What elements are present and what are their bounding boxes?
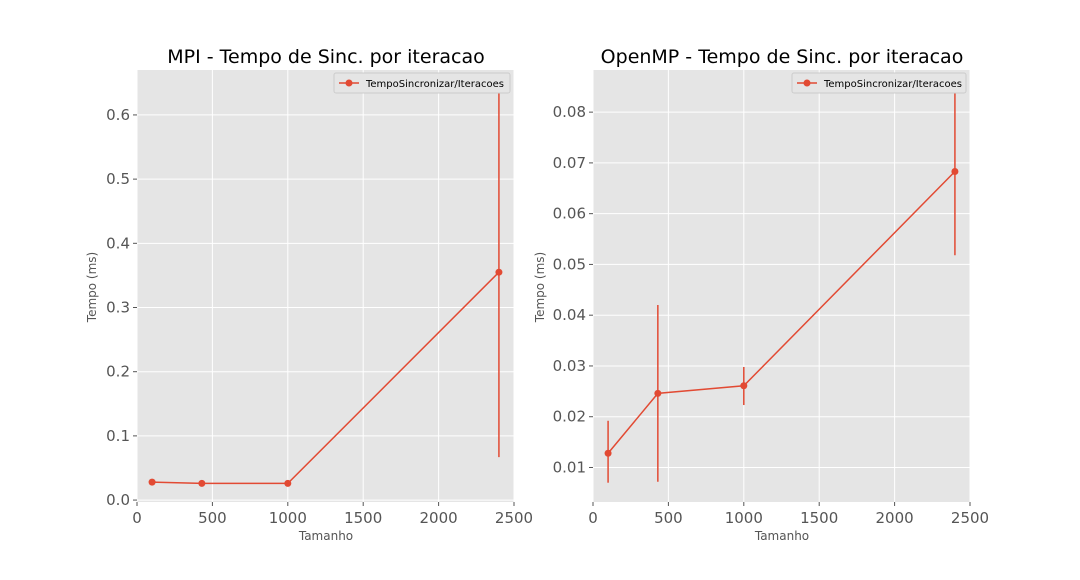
- axis-ticks: 0 500 1000 1500 2000 2500 0.0 0.1 0.2 0.3 0.4 0.5 0.…: [106, 106, 533, 527]
- data-point: [284, 479, 292, 487]
- legend-box: [333, 72, 511, 94]
- x-axis-label: Tamanho: [298, 529, 353, 543]
- grid: [136, 70, 515, 502]
- y-tick-label: 0.07: [553, 154, 586, 172]
- data-point: [148, 478, 156, 486]
- x-tick-label: 0: [132, 509, 142, 527]
- series: [148, 89, 503, 487]
- x-tick-label: 2000: [876, 509, 914, 527]
- y-axis-label: Tempo (ms): [85, 252, 99, 323]
- series-line: [607, 171, 956, 454]
- y-tick-label: 0.03: [553, 357, 586, 375]
- y-axis-label: Tempo (ms): [533, 252, 547, 323]
- x-tick-label: 1500: [800, 509, 838, 527]
- x-axis-label: Tamanho: [754, 529, 809, 543]
- y-tick-label: 0.04: [553, 306, 586, 324]
- openmp-chart: OpenMP - Tempo de Sinc. por iteracao Tam…: [533, 46, 989, 543]
- legend: TempoSincronizar/Iteracoes: [791, 72, 967, 94]
- y-tick-label: 0.01: [553, 458, 586, 476]
- x-tick-label: 1000: [725, 509, 763, 527]
- grid: [592, 70, 971, 502]
- data-point: [654, 389, 662, 397]
- chart-title: MPI - Tempo de Sinc. por iteracao: [167, 46, 485, 68]
- mpi-chart: MPI - Tempo de Sinc. por iteracao Tamanh…: [85, 46, 533, 543]
- y-tick-label: 0.02: [553, 408, 586, 426]
- data-point: [740, 382, 748, 390]
- legend-marker: [803, 79, 811, 87]
- x-tick-label: 0: [588, 509, 598, 527]
- axis-ticks: 0 500 1000 1500 2000 2500 0.01 0.02 0.03 0.04 0.05…: [553, 103, 990, 527]
- y-tick-label: 0.0: [106, 491, 130, 509]
- y-tick-label: 0.6: [106, 106, 130, 124]
- series: [604, 89, 959, 483]
- y-tick-label: 0.06: [553, 205, 586, 223]
- y-tick-label: 0.3: [106, 299, 130, 317]
- x-tick-label: 2500: [495, 509, 533, 527]
- y-tick-label: 0.5: [106, 170, 130, 188]
- y-tick-label: 0.1: [106, 427, 130, 445]
- data-point: [951, 168, 959, 176]
- data-point: [495, 268, 503, 276]
- x-tick-label: 1000: [269, 509, 307, 527]
- x-tick-label: 500: [198, 509, 227, 527]
- plot-area: [137, 70, 514, 502]
- legend-box: [791, 72, 967, 94]
- y-tick-label: 0.2: [106, 363, 130, 381]
- x-tick-label: 500: [654, 509, 683, 527]
- y-tick-label: 0.4: [106, 234, 130, 252]
- legend-label: TempoSincronizar/Iteracoes: [823, 79, 962, 90]
- legend: TempoSincronizar/Iteracoes: [333, 72, 511, 94]
- y-tick-label: 0.05: [553, 255, 586, 273]
- data-point: [604, 449, 612, 457]
- y-tick-label: 0.08: [553, 103, 586, 121]
- chart-title: OpenMP - Tempo de Sinc. por iteracao: [601, 46, 964, 68]
- x-tick-label: 1500: [344, 509, 382, 527]
- x-tick-label: 2000: [420, 509, 458, 527]
- plot-area: [593, 70, 970, 502]
- data-point: [198, 479, 206, 487]
- series-line: [152, 271, 500, 485]
- legend-label: TempoSincronizar/Iteracoes: [365, 79, 504, 90]
- legend-marker: [345, 79, 353, 87]
- x-tick-label: 2500: [951, 509, 989, 527]
